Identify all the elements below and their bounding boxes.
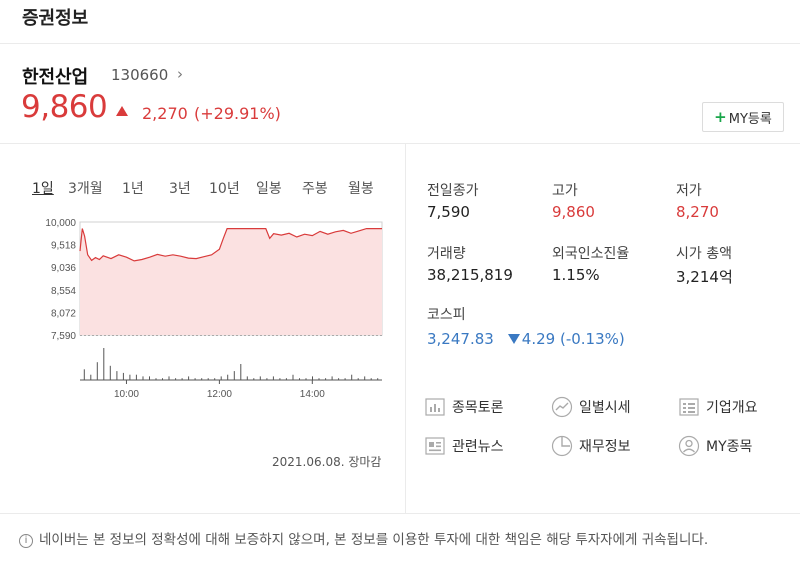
market-cap-unit: 억 xyxy=(718,268,733,286)
low-label: 저가 xyxy=(676,183,702,199)
foreign-ratio-value: 1.15% xyxy=(552,266,600,284)
disclaimer-text: 네이버는 본 정보의 정확성에 대해 보증하지 않으며, 본 정보를 이용한 투… xyxy=(39,532,709,548)
chart-date: 2021.06.08. 장마감 xyxy=(272,455,382,469)
trend-circle-icon xyxy=(551,396,573,418)
price-chart: 10,000 9,518 9,036 8,554 8,072 7,590 10:00 12:… xyxy=(45,218,383,400)
link-financial-info[interactable]: 재무정보 xyxy=(551,434,631,458)
low-cell: 저가 8,270 xyxy=(676,180,796,221)
kospi-change-percent: (-0.13%) xyxy=(559,330,625,348)
stock-name[interactable]: 한전산업 xyxy=(22,67,89,88)
tab-10years[interactable]: 10년 xyxy=(209,181,240,197)
kospi-cell: 코스피 xyxy=(427,304,547,324)
market-cap-amount: 3,214 xyxy=(676,268,719,286)
link-related-news[interactable]: 관련뉴스 xyxy=(424,434,504,458)
tab-daily-candle[interactable]: 일봉 xyxy=(256,181,282,197)
news-icon xyxy=(424,435,446,457)
y-tick-label: 9,518 xyxy=(51,241,76,252)
volume-cell: 거래량 38,215,819 xyxy=(427,243,547,284)
tab-monthly-candle[interactable]: 월봉 xyxy=(348,181,374,197)
y-tick-label: 9,036 xyxy=(51,263,76,274)
link-financial-info-label: 재무정보 xyxy=(579,439,631,455)
up-triangle-icon xyxy=(116,106,128,116)
pie-chart-icon xyxy=(551,435,573,457)
market-cap-cell: 시가 총액 3,214억 xyxy=(676,243,796,287)
info-icon: i xyxy=(19,534,33,548)
current-price: 9,860 xyxy=(21,89,108,125)
chevron-right-icon[interactable]: › xyxy=(177,65,183,83)
prev-close-cell: 전일종가 7,590 xyxy=(427,180,547,221)
market-cap-label: 시가 총액 xyxy=(676,246,732,262)
x-tick-label: 10:00 xyxy=(114,389,139,400)
low-value: 8,270 xyxy=(676,203,719,221)
document-list-icon xyxy=(678,396,700,418)
link-daily-price-label: 일별시세 xyxy=(579,400,631,416)
x-tick-label: 14:00 xyxy=(300,389,325,400)
y-axis-labels: 10,000 9,518 9,036 8,554 8,072 7,590 xyxy=(45,218,76,342)
market-cap-value: 3,214억 xyxy=(676,266,796,287)
tab-weekly-candle[interactable]: 주봉 xyxy=(302,181,328,197)
price-change-percent: (+29.91%) xyxy=(194,104,281,123)
chart-board-icon xyxy=(424,396,446,418)
tab-3years[interactable]: 3년 xyxy=(169,181,191,197)
x-axis-labels: 10:00 12:00 14:00 xyxy=(114,380,325,400)
divider xyxy=(405,143,406,513)
tab-1year[interactable]: 1년 xyxy=(122,181,144,197)
kospi-label: 코스피 xyxy=(427,307,466,323)
volume-value: 38,215,819 xyxy=(427,266,513,284)
link-my-stocks[interactable]: MY종목 xyxy=(678,434,752,458)
my-register-button[interactable]: + MY등록 xyxy=(702,102,784,132)
link-company-overview-label: 기업개요 xyxy=(706,400,758,416)
prev-close-value: 7,590 xyxy=(427,203,470,221)
y-tick-label: 7,590 xyxy=(51,331,76,342)
y-tick-label: 10,000 xyxy=(45,218,76,229)
prev-close-label: 전일종가 xyxy=(427,183,479,199)
y-tick-label: 8,072 xyxy=(51,308,76,319)
volume-label: 거래량 xyxy=(427,246,466,262)
page-title: 증권정보 xyxy=(22,8,89,29)
y-tick-label: 8,554 xyxy=(51,286,76,297)
user-circle-icon xyxy=(678,435,700,457)
high-value: 9,860 xyxy=(552,203,595,221)
stock-code[interactable]: 130660 xyxy=(111,66,169,84)
high-cell: 고가 9,860 xyxy=(552,180,672,221)
plot-area xyxy=(79,221,383,336)
tab-3months[interactable]: 3개월 xyxy=(68,181,103,197)
disclaimer: i 네이버는 본 정보의 정확성에 대해 보증하지 않으며, 본 정보를 이용한 … xyxy=(19,530,789,550)
x-tick-label: 12:00 xyxy=(207,389,232,400)
link-related-news-label: 관련뉴스 xyxy=(452,439,504,455)
kospi-value: 3,247.83 xyxy=(427,330,494,348)
link-discussion-label: 종목토론 xyxy=(452,400,504,416)
link-company-overview[interactable]: 기업개요 xyxy=(678,395,758,419)
link-daily-price[interactable]: 일별시세 xyxy=(551,395,631,419)
price-line xyxy=(79,228,382,262)
price-change: 2,270 xyxy=(142,104,188,123)
divider xyxy=(0,513,800,514)
plus-icon: + xyxy=(714,108,727,126)
high-label: 고가 xyxy=(552,183,578,199)
my-register-label: MY등록 xyxy=(728,111,772,127)
down-triangle-icon xyxy=(507,334,520,344)
kospi-change: 4.29 xyxy=(521,330,556,348)
foreign-ratio-label: 외국인소진율 xyxy=(552,246,630,262)
volume-bars xyxy=(80,348,382,381)
kospi-values: 3,247.83 4.29 (-0.13%) xyxy=(427,330,625,348)
tab-1day[interactable]: 1일 xyxy=(32,181,54,197)
link-my-stocks-label: MY종목 xyxy=(706,439,753,455)
header: 증권정보 xyxy=(0,0,800,44)
divider xyxy=(0,143,800,144)
foreign-ratio-cell: 외국인소진율 1.15% xyxy=(552,243,672,284)
link-discussion[interactable]: 종목토론 xyxy=(424,395,504,419)
